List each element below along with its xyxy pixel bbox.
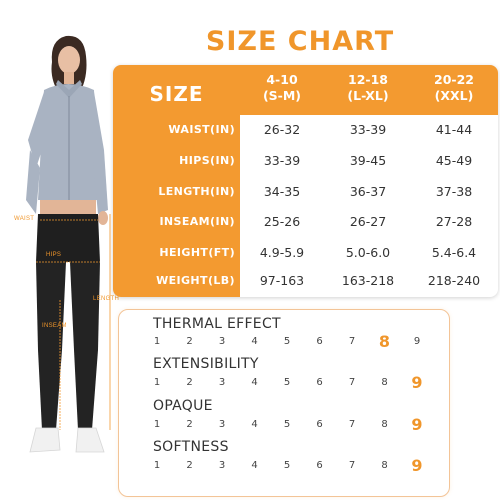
rating-scale-value: 8 <box>378 332 391 351</box>
row-label-hips: HIPS(IN) <box>179 154 235 167</box>
inseam-marker-label: INSEAM <box>42 323 67 329</box>
rating-scale-value: 2 <box>186 377 193 388</box>
row-label-inseam: INSEAM(IN) <box>159 215 235 228</box>
rating-scale: 1 2 3 4 5 6 7 8 9 <box>150 373 440 395</box>
model-illustration <box>26 35 111 453</box>
table-cell: 27-28 <box>435 214 473 229</box>
rating-scale-value: 8 <box>381 377 388 388</box>
size-table: SIZE 4-10 (S-M) 12-18 (L-XL) 20-22 (XXL)… <box>113 65 498 297</box>
rating-scale: 1 2 3 4 5 6 7 8 9 <box>150 456 440 478</box>
column-header: 20-22 (XXL) <box>412 72 496 104</box>
rating-scale-value: 7 <box>348 460 356 471</box>
rating-scale-value: 4 <box>251 460 258 471</box>
rating-scale: 1 2 3 4 5 6 7 8 9 <box>150 332 440 354</box>
rating-scale-value: 5 <box>283 377 291 388</box>
rating-scale-value: 5 <box>283 460 291 471</box>
length-marker-label: LENGTH <box>93 296 120 302</box>
rating-scale-value: 5 <box>283 419 291 430</box>
rating-scale-value: 2 <box>186 460 193 471</box>
rating-scale: 1 2 3 4 5 6 7 8 9 <box>150 415 440 437</box>
column-range: 20-22 <box>434 72 474 87</box>
rating-scale-value: 1 <box>153 377 161 388</box>
model-figure: WAIST HIPS LENGTH INSEAM <box>0 0 135 500</box>
rating-title-opaque: OPAQUE <box>153 398 213 414</box>
rating-title-extensibility: EXTENSIBILITY <box>153 356 259 372</box>
rating-scale-value: 6 <box>316 460 323 471</box>
column-range: 4-10 <box>266 72 298 87</box>
row-label-waist: WAIST(IN) <box>168 123 235 136</box>
rating-scale-value: 4 <box>251 377 258 388</box>
row-label-height: HEIGHT(FT) <box>159 246 235 259</box>
rating-scale-value: 2 <box>186 336 193 347</box>
hips-marker-label: HIPS <box>46 252 62 258</box>
row-label-weight: WEIGHT(LB) <box>156 274 235 287</box>
rating-scale-value: 9 <box>413 336 421 347</box>
rating-title-softness: SOFTNESS <box>153 439 229 455</box>
table-cell: 39-45 <box>349 153 387 168</box>
rating-scale-value: 7 <box>348 336 356 347</box>
rating-scale-value: 1 <box>153 460 161 471</box>
column-header: 4-10 (S-M) <box>240 72 324 104</box>
table-cell: 45-49 <box>435 153 473 168</box>
table-cell: 41-44 <box>435 122 473 137</box>
rating-scale-value: 8 <box>381 460 388 471</box>
row-header-column <box>113 65 240 297</box>
column-size: (S-M) <box>262 88 302 103</box>
rating-scale-value: 9 <box>411 415 423 434</box>
rating-scale-value: 6 <box>316 419 323 430</box>
rating-scale-value: 4 <box>251 419 258 430</box>
column-header: 12-18 (L-XL) <box>326 72 410 104</box>
table-cell: 4.9-5.9 <box>259 245 305 260</box>
rating-scale-value: 4 <box>251 336 258 347</box>
fabric-ratings-card <box>118 309 450 497</box>
table-cell: 36-37 <box>349 184 387 199</box>
rating-scale-value: 3 <box>218 419 226 430</box>
table-cell: 5.0-6.0 <box>345 245 391 260</box>
rating-scale-value: 1 <box>153 419 161 430</box>
rating-scale-value: 3 <box>218 460 226 471</box>
column-size: (L-XL) <box>347 88 389 103</box>
rating-scale-value: 1 <box>153 336 161 347</box>
page-title: SIZE CHART <box>205 26 395 57</box>
table-cell: 37-38 <box>435 184 473 199</box>
rating-scale-value: 8 <box>381 419 388 430</box>
table-cell: 218-240 <box>427 273 481 288</box>
waist-marker-label: WAIST <box>14 216 35 222</box>
rating-scale-value: 6 <box>316 336 323 347</box>
rating-scale-value: 7 <box>348 377 356 388</box>
rating-scale-value: 2 <box>186 419 193 430</box>
column-range: 12-18 <box>348 72 388 87</box>
table-cell: 97-163 <box>259 273 305 288</box>
table-cell: 33-39 <box>349 122 387 137</box>
rating-scale-value: 6 <box>316 377 323 388</box>
table-cell: 163-218 <box>341 273 395 288</box>
column-size: (XXL) <box>434 88 474 103</box>
table-cell: 5.4-6.4 <box>431 245 477 260</box>
rating-scale-value: 5 <box>283 336 291 347</box>
rating-scale-value: 9 <box>411 456 423 475</box>
column-header-row <box>240 65 498 115</box>
table-cell: 34-35 <box>263 184 301 199</box>
table-cell: 33-39 <box>263 153 301 168</box>
rating-scale-value: 9 <box>411 373 423 392</box>
row-label-length: LENGTH(IN) <box>158 185 235 198</box>
rating-scale-value: 3 <box>218 377 226 388</box>
table-cell: 26-27 <box>349 214 387 229</box>
table-cell: 26-32 <box>263 122 301 137</box>
table-cell: 25-26 <box>263 214 301 229</box>
size-corner-label: SIZE <box>149 82 204 106</box>
rating-title-thermal-effect: THERMAL EFFECT <box>153 316 281 332</box>
rating-scale-value: 3 <box>218 336 226 347</box>
rating-scale-value: 7 <box>348 419 356 430</box>
